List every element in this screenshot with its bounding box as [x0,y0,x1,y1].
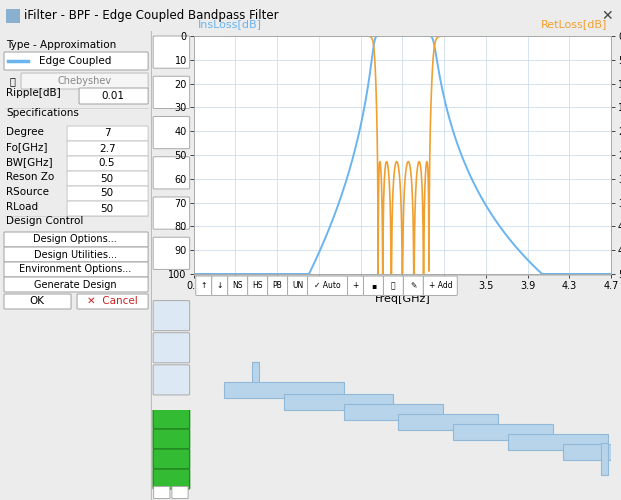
Text: RLoad: RLoad [6,202,38,212]
Text: Fo[GHz]: Fo[GHz] [6,142,47,152]
FancyBboxPatch shape [288,276,307,295]
Text: NS: NS [232,281,243,290]
FancyBboxPatch shape [363,276,383,295]
Text: Type - Approximation: Type - Approximation [6,40,116,50]
Text: ✓ Auto: ✓ Auto [314,281,341,290]
FancyBboxPatch shape [153,449,189,469]
FancyBboxPatch shape [153,486,170,498]
FancyBboxPatch shape [67,171,148,186]
Bar [508,434,608,450]
FancyBboxPatch shape [153,197,189,229]
Bar [601,443,608,475]
Text: Chebyshev: Chebyshev [57,76,111,86]
FancyBboxPatch shape [404,276,424,295]
Text: 0.5: 0.5 [99,158,116,168]
Text: RSource: RSource [6,187,49,197]
Text: RetLoss[dB]: RetLoss[dB] [540,19,607,29]
Bar [343,404,443,420]
Text: ↓: ↓ [217,281,223,290]
FancyBboxPatch shape [153,365,189,395]
Text: Degree: Degree [6,127,44,137]
FancyBboxPatch shape [4,262,148,277]
Text: UN: UN [292,281,303,290]
FancyBboxPatch shape [4,294,71,309]
FancyBboxPatch shape [67,201,148,216]
X-axis label: Freq[GHz]: Freq[GHz] [374,294,430,304]
FancyBboxPatch shape [348,276,363,295]
Text: Ripple[dB]: Ripple[dB] [6,88,61,98]
FancyBboxPatch shape [153,409,189,429]
Text: Generate Design: Generate Design [34,280,116,289]
FancyBboxPatch shape [228,276,248,295]
FancyBboxPatch shape [67,186,148,201]
FancyBboxPatch shape [4,232,148,247]
FancyBboxPatch shape [153,237,189,270]
Text: 📋: 📋 [391,281,396,290]
FancyBboxPatch shape [4,247,148,262]
Bar [6,9,20,23]
FancyBboxPatch shape [79,88,148,104]
Text: Design Utilities...: Design Utilities... [34,250,117,260]
Text: ✎: ✎ [410,281,417,290]
FancyBboxPatch shape [153,36,189,68]
FancyBboxPatch shape [268,276,288,295]
Text: 7: 7 [104,128,111,138]
FancyBboxPatch shape [153,469,189,489]
FancyBboxPatch shape [67,156,148,171]
Text: Reson Zo: Reson Zo [6,172,54,182]
Text: Specifications: Specifications [6,108,79,118]
Text: +: + [352,281,359,290]
FancyBboxPatch shape [172,486,188,498]
Text: BW[GHz]: BW[GHz] [6,157,53,167]
Bar [224,382,343,398]
Text: Design Options...: Design Options... [33,234,117,244]
FancyBboxPatch shape [153,157,189,189]
FancyBboxPatch shape [67,141,148,156]
Text: Design Control: Design Control [6,216,83,226]
Text: 50: 50 [101,174,114,184]
Text: ↑: ↑ [201,281,207,290]
Bar [399,414,498,430]
Text: iFilter - BPF - Edge Coupled Bandpass Filter: iFilter - BPF - Edge Coupled Bandpass Fi… [24,10,279,22]
FancyBboxPatch shape [153,300,189,330]
FancyBboxPatch shape [153,76,189,108]
Text: ▪: ▪ [371,281,376,290]
Bar [563,444,621,460]
Bar [252,362,258,392]
FancyBboxPatch shape [212,276,228,295]
Text: 0.01: 0.01 [102,91,125,101]
Text: 50: 50 [101,204,114,214]
Text: ✕: ✕ [601,9,613,23]
FancyBboxPatch shape [153,429,189,449]
Bar [284,394,394,410]
FancyBboxPatch shape [21,73,148,89]
FancyBboxPatch shape [67,126,148,141]
Text: InsLoss[dB]: InsLoss[dB] [198,19,262,29]
Text: Edge Coupled: Edge Coupled [39,56,111,66]
Text: HS: HS [252,281,263,290]
Text: 50: 50 [101,188,114,198]
FancyBboxPatch shape [196,276,212,295]
Text: 🔧: 🔧 [9,76,15,86]
Text: OK: OK [30,296,45,306]
Text: Environment Options...: Environment Options... [19,264,131,274]
FancyBboxPatch shape [4,277,148,292]
FancyBboxPatch shape [153,332,189,363]
FancyBboxPatch shape [307,276,348,295]
FancyBboxPatch shape [248,276,268,295]
Text: 2.7: 2.7 [99,144,116,154]
FancyBboxPatch shape [383,276,404,295]
FancyBboxPatch shape [153,116,189,148]
Text: + Add: + Add [428,281,452,290]
FancyBboxPatch shape [4,52,148,70]
Bar [453,424,553,440]
Text: PB: PB [273,281,283,290]
FancyBboxPatch shape [424,276,457,295]
Text: ✕  Cancel: ✕ Cancel [87,296,137,306]
FancyBboxPatch shape [77,294,148,309]
